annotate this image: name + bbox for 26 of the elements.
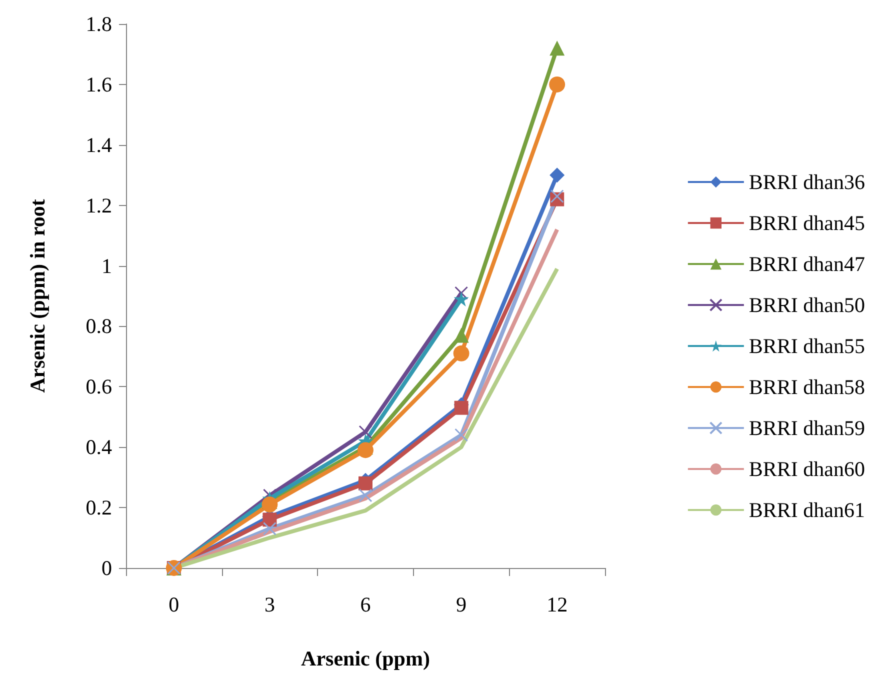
x-tick-label: 9 (456, 592, 467, 616)
y-tick-label: 0.6 (86, 374, 112, 399)
y-tick-label: 1.8 (86, 12, 112, 36)
x-axis-title: Arsenic (ppm) (301, 646, 430, 670)
legend-label: BRRI dhan55 (748, 334, 866, 358)
x-tick-label: 6 (360, 592, 371, 616)
x-tick-label: 0 (168, 592, 180, 616)
x-tick-label: 12 (546, 592, 568, 616)
legend-label: BRRI dhan47 (748, 252, 866, 276)
y-tick-label: 1.4 (86, 132, 112, 157)
y-tick-label: 1.6 (86, 72, 112, 96)
y-tick-label: 1.2 (86, 193, 112, 218)
y-tick-label: 0.2 (86, 496, 112, 520)
x-tick-label: 3 (264, 592, 275, 616)
legend-label: BRRI dhan50 (748, 293, 866, 317)
legend-label: BRRI dhan58 (748, 375, 866, 399)
y-tick-label: 1 (102, 254, 112, 278)
legend-label: BRRI dhan59 (748, 416, 866, 440)
y-tick-label: 0 (102, 556, 112, 580)
legend-label: BRRI dhan36 (748, 170, 866, 194)
y-tick-label: 0.8 (86, 314, 112, 338)
legend-label: BRRI dhan60 (748, 457, 866, 481)
legend-label: BRRI dhan61 (748, 498, 866, 522)
legend-label: BRRI dhan45 (748, 211, 866, 235)
y-tick-label: 0.4 (86, 435, 112, 460)
y-axis-title: Arsenic (ppm) in root (26, 199, 50, 393)
